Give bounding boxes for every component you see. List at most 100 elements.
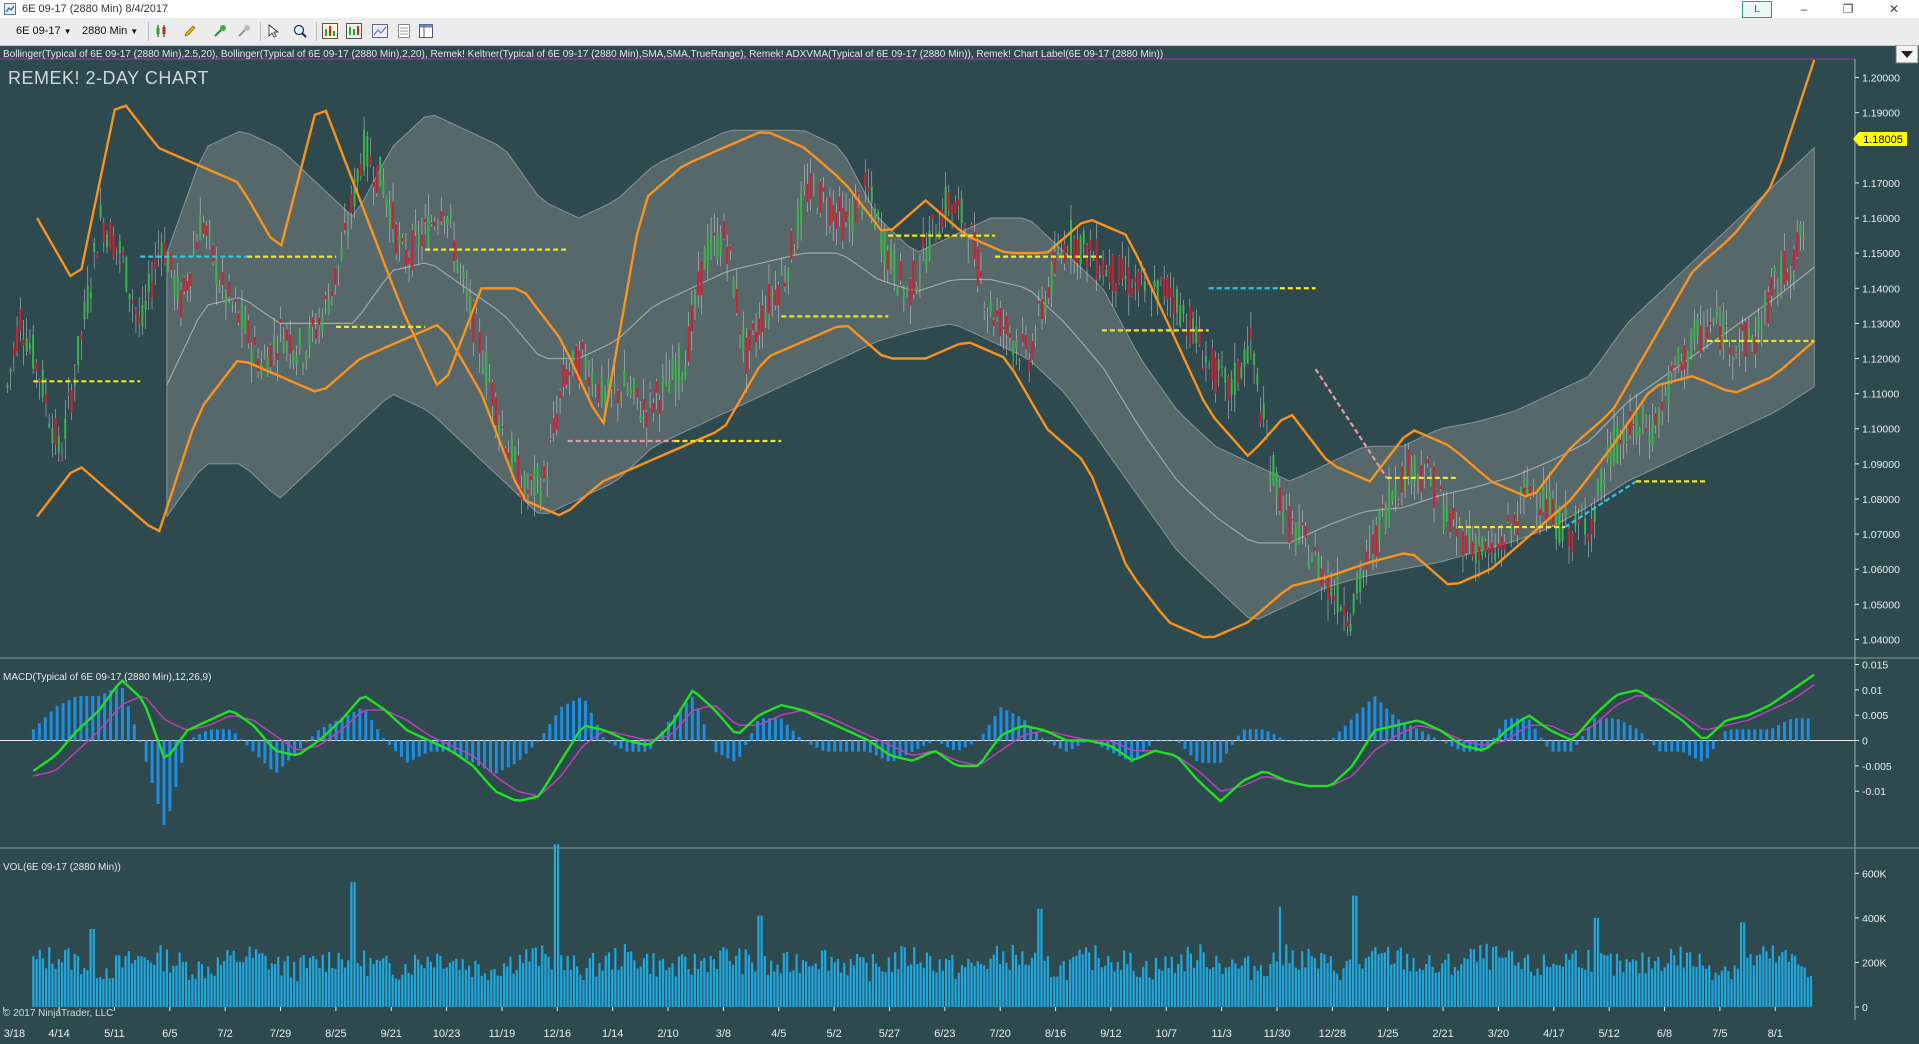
- template-icon[interactable]: [418, 23, 434, 39]
- macd-histogram-bar: [1569, 740, 1573, 752]
- macd-histogram-bar: [1183, 740, 1187, 750]
- volume-bar: [293, 962, 296, 1007]
- pin-remove-icon[interactable]: [236, 23, 252, 39]
- volume-bar: [550, 969, 553, 1007]
- macd-histogram-bar: [156, 740, 160, 804]
- volume-bar: [967, 958, 970, 1007]
- window-title-bar: 6E 09-17 (2880 Min) 8/4/2017 L – ❐ ✕: [0, 0, 1919, 18]
- macd-histogram-bar: [310, 736, 314, 741]
- volume-bar: [1386, 946, 1390, 1007]
- volume-bar: [1768, 958, 1771, 1007]
- volume-bar: [391, 974, 394, 1007]
- volume-bar: [874, 963, 878, 1007]
- candle-body: [1131, 287, 1134, 297]
- candle-body: [1619, 439, 1622, 445]
- volume-bar: [1075, 955, 1078, 1007]
- volume-bar: [245, 956, 248, 1007]
- candle-body: [645, 412, 648, 428]
- macd-histogram-bar: [886, 740, 890, 762]
- volume-bar: [347, 960, 350, 1007]
- indicators-icon[interactable]: [322, 23, 338, 39]
- candle-body: [1294, 527, 1297, 547]
- volume-bar: [591, 952, 595, 1007]
- volume-bar: [1218, 962, 1221, 1007]
- strategies-icon[interactable]: [346, 23, 362, 39]
- volume-bar: [515, 969, 518, 1007]
- volume-bar: [1418, 968, 1421, 1007]
- candle-body: [957, 199, 960, 206]
- macd-histogram-bar: [583, 700, 587, 741]
- minimize-button[interactable]: –: [1800, 2, 1808, 16]
- date-tick-label: 8/16: [1045, 1028, 1066, 1040]
- candle-body: [1179, 305, 1182, 327]
- volume-bar: [1510, 951, 1514, 1007]
- chart-properties-icon[interactable]: [372, 23, 388, 39]
- candle-body: [334, 267, 337, 285]
- candlestick-style-icon[interactable]: [154, 23, 170, 39]
- close-button[interactable]: ✕: [1888, 2, 1900, 16]
- macd-histogram-bar: [690, 696, 694, 741]
- pencil-draw-icon[interactable]: [182, 23, 198, 39]
- volume-bar: [649, 973, 652, 1007]
- volume-bar: [1638, 973, 1641, 1007]
- candle-body: [1770, 277, 1773, 296]
- volume-bar: [830, 956, 833, 1007]
- volume-bar: [76, 956, 80, 1007]
- date-tick-label: 2/21: [1432, 1028, 1453, 1040]
- macd-histogram-bar: [785, 724, 789, 741]
- candle-body: [1757, 317, 1760, 332]
- zoom-icon[interactable]: [292, 23, 308, 39]
- volume-bar: [1593, 917, 1596, 1007]
- volume-bar: [884, 972, 887, 1007]
- volume-bar: [1088, 952, 1091, 1007]
- volume-bar: [506, 966, 509, 1007]
- candle-body: [1654, 413, 1657, 426]
- candle-body: [1343, 604, 1346, 617]
- volume-bar: [611, 969, 614, 1007]
- volume-bar: [213, 975, 216, 1007]
- current-price-marker: 1.18005: [1853, 132, 1907, 146]
- chart-canvas[interactable]: 1.20000 1.19000 1.17000 1.16000 1.15000 1.140…: [0, 45, 1919, 1044]
- instrument-selector[interactable]: 6E 09-17 ▼: [16, 22, 72, 40]
- maximize-button[interactable]: ❐: [1842, 2, 1854, 16]
- candle-body: [819, 181, 822, 213]
- volume-bar: [1800, 966, 1803, 1007]
- volume-bar: [607, 952, 611, 1007]
- link-badge[interactable]: L: [1742, 1, 1772, 18]
- macd-histogram-bar: [411, 740, 415, 760]
- macd-histogram-bar: [1634, 728, 1638, 741]
- volume-bar: [1409, 970, 1412, 1007]
- volume-bar: [1526, 954, 1530, 1007]
- candle-body: [677, 348, 680, 381]
- price-tick-label: 1.14000: [1862, 283, 1900, 295]
- volume-bar: [1565, 953, 1568, 1007]
- interval-selector[interactable]: 2880 Min ▼: [82, 22, 138, 40]
- macd-histogram-bar: [275, 740, 279, 773]
- candle-body: [1564, 508, 1567, 516]
- data-box-icon[interactable]: [396, 23, 412, 39]
- volume-bar: [792, 970, 795, 1007]
- volume-bar: [499, 976, 502, 1007]
- candle-body: [472, 301, 475, 343]
- volume-bar: [1065, 979, 1068, 1007]
- volume-bar: [1002, 951, 1005, 1007]
- pin-add-icon[interactable]: [212, 23, 228, 39]
- candle-body: [340, 248, 343, 260]
- candle-body: [25, 338, 28, 352]
- volume-bar: [1142, 966, 1145, 1007]
- candle-body: [1648, 434, 1651, 443]
- volume-bar: [598, 962, 601, 1007]
- candle-body: [1558, 510, 1561, 544]
- candle-body: [1548, 491, 1551, 515]
- volume-bar: [487, 980, 490, 1007]
- panel-menu-button[interactable]: [1895, 45, 1919, 64]
- volume-bar: [1336, 973, 1339, 1007]
- volume-bar: [865, 962, 868, 1007]
- volume-bar: [1472, 949, 1476, 1007]
- date-tick-label: 11/3: [1211, 1028, 1232, 1040]
- cursor-select-icon[interactable]: [266, 23, 282, 39]
- volume-bar: [1698, 953, 1701, 1007]
- macd-histogram-bar: [85, 695, 89, 741]
- candle-body: [710, 232, 713, 255]
- volume-bar: [1555, 964, 1558, 1007]
